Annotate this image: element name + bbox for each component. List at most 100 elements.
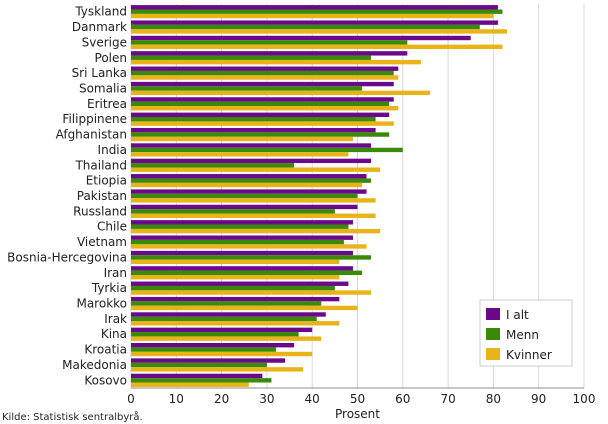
- bar-kvinner: [131, 59, 421, 65]
- category-label: Makedonia: [62, 358, 127, 372]
- legend-swatch: [486, 348, 500, 360]
- bar-i-alt: [131, 373, 263, 379]
- x-tick-label: 0: [127, 392, 135, 406]
- bar-kvinner: [131, 321, 340, 326]
- x-tick-label: 40: [305, 392, 320, 406]
- bar-kvinner: [131, 29, 507, 34]
- bar-i-alt: [131, 97, 394, 102]
- x-tick-label: 20: [214, 392, 229, 406]
- bar-menn: [131, 224, 349, 229]
- bar-kvinner: [131, 152, 349, 157]
- bar-i-alt: [131, 81, 394, 87]
- x-axis-title: Prosent: [335, 407, 380, 421]
- bar-i-alt: [131, 312, 326, 317]
- category-label: Vietnam: [77, 235, 127, 249]
- category-label: Etiopia: [86, 174, 127, 188]
- bar-kvinner: [131, 259, 340, 265]
- bar-i-alt: [131, 220, 353, 225]
- bar-menn: [131, 332, 299, 337]
- bar-kvinner: [131, 336, 322, 341]
- category-label: Thailand: [74, 158, 127, 172]
- bar-menn: [131, 40, 408, 45]
- category-label: Kina: [101, 327, 127, 341]
- bar-menn: [131, 132, 390, 137]
- category-label: Polen: [95, 51, 127, 65]
- category-label: Kosovo: [84, 373, 127, 387]
- bar-i-alt: [131, 51, 408, 56]
- bar-kvinner: [131, 44, 503, 49]
- category-label: Sri Lanka: [72, 66, 127, 80]
- bar-i-alt: [131, 5, 498, 10]
- source-note: Kilde: Statistisk sentralbyrå.: [2, 412, 143, 423]
- category-label: India: [98, 143, 127, 157]
- bar-i-alt: [131, 281, 349, 286]
- bar-menn: [131, 301, 322, 306]
- bar-menn: [131, 117, 376, 122]
- bar-menn: [131, 193, 358, 199]
- bar-menn: [131, 101, 390, 107]
- category-label: Filippinene: [62, 112, 127, 126]
- bar-menn: [131, 209, 335, 214]
- bar-kvinner: [131, 90, 430, 96]
- legend-swatch: [486, 308, 500, 320]
- category-label: Irak: [104, 312, 127, 326]
- bar-i-alt: [131, 327, 313, 333]
- bar-menn: [131, 9, 503, 14]
- x-tick-label: 90: [531, 392, 546, 406]
- bar-i-alt: [131, 250, 353, 256]
- bar-i-alt: [131, 358, 286, 363]
- bar-menn: [131, 378, 272, 383]
- bar-menn: [131, 239, 344, 245]
- bar-menn: [131, 70, 394, 76]
- bar-kvinner: [131, 182, 363, 188]
- category-label: Afghanistan: [56, 128, 127, 142]
- category-label: Kroatia: [84, 343, 127, 357]
- legend-swatch: [486, 328, 500, 340]
- legend-label: Menn: [506, 328, 539, 342]
- category-label: Eritrea: [87, 97, 127, 111]
- x-tick-label: 100: [573, 392, 596, 406]
- bar-i-alt: [131, 66, 399, 71]
- category-label: Marokko: [76, 297, 127, 311]
- x-tick-label: 80: [486, 392, 501, 406]
- bar-kvinner: [131, 198, 376, 203]
- legend-label: I alt: [506, 308, 529, 322]
- bar-kvinner: [131, 213, 376, 218]
- bar-kvinner: [131, 275, 340, 280]
- bar-kvinner: [131, 305, 358, 311]
- bar-menn: [131, 178, 372, 183]
- bar-menn: [131, 285, 335, 291]
- category-label: Russland: [73, 204, 127, 218]
- bar-kvinner: [131, 167, 381, 172]
- bar-i-alt: [131, 296, 340, 302]
- category-label: Iran: [104, 266, 127, 280]
- bar-i-alt: [131, 204, 358, 210]
- x-tick-label: 10: [169, 392, 184, 406]
- bar-kvinner: [131, 106, 399, 111]
- bar-menn: [131, 55, 372, 60]
- bar-kvinner: [131, 367, 304, 372]
- category-label: Somalia: [79, 81, 127, 95]
- bar-i-alt: [131, 158, 372, 164]
- bar-kvinner: [131, 351, 313, 357]
- category-label: Bosnia-Hercegovina: [7, 250, 127, 264]
- category-label: Tyskland: [74, 5, 127, 19]
- bar-i-alt: [131, 343, 295, 348]
- bar-i-alt: [131, 189, 367, 194]
- bar-i-alt: [131, 35, 471, 41]
- bar-i-alt: [131, 174, 367, 179]
- x-tick-label: 60: [395, 392, 410, 406]
- bar-menn: [131, 347, 276, 352]
- bar-kvinner: [131, 382, 249, 387]
- legend-label: Kvinner: [506, 348, 552, 362]
- bar-i-alt: [131, 20, 498, 25]
- x-tick-label: 30: [259, 392, 274, 406]
- bar-kvinner: [131, 290, 372, 295]
- bar-menn: [131, 24, 480, 30]
- bar-i-alt: [131, 235, 353, 240]
- bar-kvinner: [131, 13, 494, 19]
- bar-kvinner: [131, 75, 399, 80]
- bar-menn: [131, 147, 403, 153]
